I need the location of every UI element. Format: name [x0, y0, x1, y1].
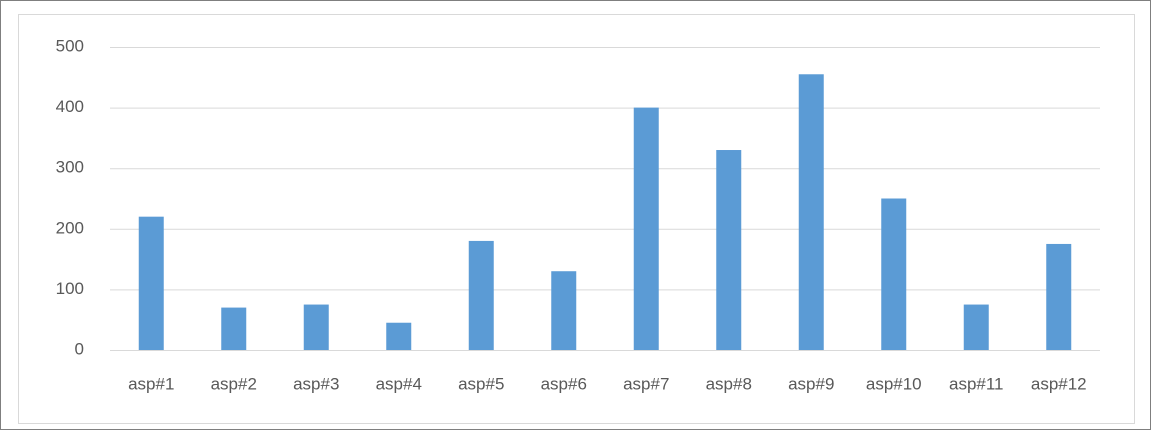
x-tick-label: asp#6: [541, 374, 587, 393]
bar: [551, 271, 577, 350]
x-tick-label: asp#9: [788, 374, 834, 393]
y-tick-label: 300: [56, 158, 84, 177]
bar: [138, 216, 164, 350]
x-tick-label: asp#4: [376, 374, 422, 393]
x-tick-label: asp#11: [949, 374, 1004, 393]
x-tick-label: asp#12: [1031, 374, 1087, 393]
bar: [468, 240, 494, 350]
y-tick-label: 100: [56, 279, 84, 298]
bar: [798, 74, 824, 351]
x-tick-label: asp#5: [458, 374, 504, 393]
x-tick-label: asp#2: [211, 374, 257, 393]
x-tick-label: asp#1: [128, 374, 174, 393]
chart-frame: [18, 14, 1135, 424]
y-tick-label: 400: [56, 97, 84, 116]
x-tick-label: asp#7: [623, 374, 669, 393]
y-tick-label: 0: [75, 339, 84, 358]
x-tick-label: asp#10: [866, 374, 922, 393]
bar: [881, 198, 907, 350]
bar: [963, 304, 989, 350]
y-tick-label: 200: [56, 218, 84, 237]
bar: [716, 150, 742, 350]
x-tick-label: asp#3: [293, 374, 339, 393]
bar: [1046, 243, 1072, 350]
bar: [633, 107, 659, 350]
bar: [303, 304, 329, 350]
bar: [221, 307, 247, 350]
bar: [386, 322, 412, 350]
y-tick-label: 500: [56, 36, 84, 55]
x-tick-label: asp#8: [706, 374, 752, 393]
